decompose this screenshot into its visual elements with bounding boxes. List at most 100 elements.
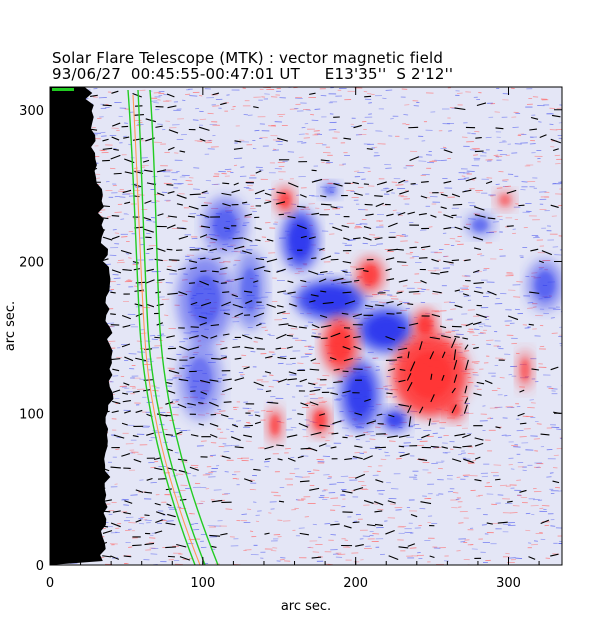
field-vector [386,278,395,281]
field-vector [363,455,373,461]
field-vector [451,404,457,414]
field-vector [211,357,222,360]
field-vector [486,522,493,525]
field-vector [112,389,121,393]
field-vector [132,260,139,264]
field-vector [177,267,186,271]
field-vector [440,193,448,197]
field-vector [353,345,362,350]
field-vector [344,457,352,461]
field-vector [309,401,319,406]
field-vector [342,291,352,294]
field-vector [462,434,471,439]
field-vector [243,290,253,293]
field-vector [276,268,286,273]
field-vector [429,555,435,559]
field-vector [485,180,493,185]
positive-polarity-core [314,411,326,429]
field-vector [190,390,196,393]
field-vector [253,312,265,318]
field-vector [474,437,484,441]
field-vector [154,530,163,534]
field-vector [168,129,179,134]
field-vector [165,546,177,549]
field-vector [451,259,460,262]
field-vector [428,418,432,426]
field-vector [441,446,448,449]
field-vector [462,337,469,340]
field-vector [419,341,423,351]
field-vector [320,324,332,328]
field-vector [319,247,325,251]
y-tick-label: 200 [19,256,44,271]
field-vector [330,332,341,338]
field-vector [318,443,327,447]
field-vector [386,188,394,193]
field-vector [309,487,320,491]
field-vector [264,355,273,359]
field-vector [528,556,536,560]
field-vector [155,125,163,128]
field-vector [132,390,140,393]
field-vector [406,381,413,392]
field-vector [110,154,121,160]
field-vector [221,455,231,459]
field-vector [473,247,481,251]
field-vector [102,138,109,142]
field-vector [342,436,348,439]
field-vector [342,270,348,273]
field-vector [122,400,131,403]
field-vector [363,499,374,504]
field-vector [299,480,310,483]
field-vector [366,148,373,150]
field-vector [385,529,395,535]
field-vector [410,361,416,372]
field-vector [375,202,384,208]
field-vector [355,433,366,438]
field-vector [234,312,244,318]
field-vector [453,349,457,361]
field-vector [454,335,460,338]
field-vector [102,147,113,150]
field-vector [165,433,174,436]
field-vector [408,416,412,427]
field-vector [113,148,119,151]
field-vector [311,335,321,338]
field-vector [541,250,553,256]
field-vector [187,402,196,406]
field-vector [430,394,435,403]
field-vector [277,290,287,293]
field-vector [364,304,374,308]
field-vector [464,344,469,350]
field-vector [451,193,461,198]
field-vector [375,304,385,307]
field-vector [168,369,180,374]
y-axis: 0 100 200 300 [19,104,562,574]
field-vector [200,379,211,384]
field-vector [102,104,112,107]
field-vector [474,456,481,460]
field-vector [132,138,144,141]
field-vector [121,314,131,320]
field-vector [264,192,272,196]
field-vector [319,424,331,427]
field-vector [177,403,187,409]
field-vector [407,303,414,305]
field-vector [476,102,487,107]
field-vector [409,246,417,249]
field-vector [333,368,340,371]
field-vector [288,371,297,375]
field-vector [232,346,241,349]
field-vector [231,189,240,193]
polarity-regions [177,182,562,443]
field-vector [146,247,154,251]
field-vector [133,458,142,463]
field-vector [474,478,482,482]
field-vector [322,301,334,305]
plot-frame [49,86,563,566]
y-tick-label: 0 [36,559,44,574]
field-vector [308,236,316,240]
field-vector [199,138,206,142]
field-vector [166,503,172,507]
field-vector [441,351,446,359]
